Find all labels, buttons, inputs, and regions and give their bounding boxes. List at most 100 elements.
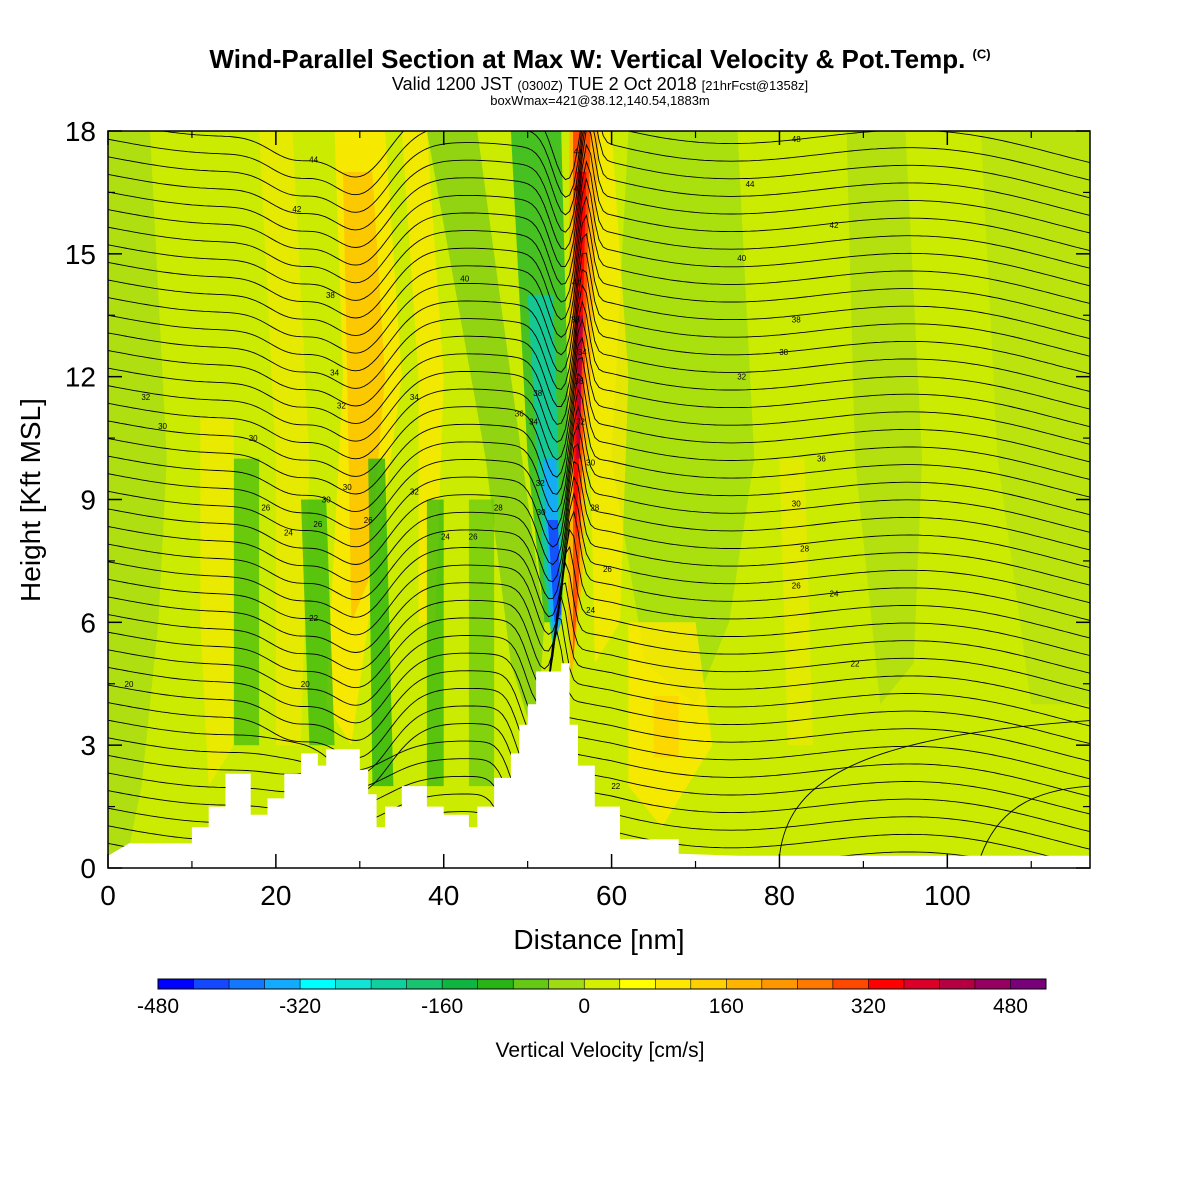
colorbar-swatch <box>264 979 301 989</box>
y-tick-label: 9 <box>80 485 96 516</box>
isentrope-line <box>980 785 1090 856</box>
colorbar-swatch <box>868 979 905 989</box>
terrain-profile <box>108 663 1090 868</box>
x-tick-label: 0 <box>100 880 116 911</box>
colorbar-swatch <box>513 979 550 989</box>
isentrope-line <box>108 177 1090 303</box>
isentrope-line <box>108 423 1090 548</box>
colorbar-swatch <box>797 979 834 989</box>
colorbar-swatch <box>548 979 585 989</box>
colorbar-swatch <box>655 979 692 989</box>
colorbar-swatch <box>761 979 798 989</box>
theta-label: 38 <box>326 291 335 300</box>
theta-label: 40 <box>737 254 746 263</box>
colorbar-tick-label: 0 <box>578 995 590 1018</box>
isentrope-line <box>108 443 1090 566</box>
theta-label: 32 <box>410 487 419 496</box>
isentrope-line <box>108 143 1090 267</box>
colorbar-swatch <box>300 979 337 989</box>
isentrope-line <box>108 630 1090 759</box>
theta-label: 38 <box>792 315 801 324</box>
velocity-band <box>586 131 629 664</box>
x-tick-label: 100 <box>924 880 971 911</box>
isentrope-line <box>108 491 1090 618</box>
isentrope-line <box>108 131 1090 250</box>
x-tick-label: 40 <box>428 880 459 911</box>
theta-label: 26 <box>364 516 373 525</box>
valid-prefix: Valid 1200 JST <box>391 74 513 94</box>
velocity-field <box>108 131 1090 868</box>
velocity-band <box>200 417 234 787</box>
isentrope-line <box>108 705 1090 776</box>
theta-label: 30 <box>158 422 167 431</box>
colorbar-frame <box>157 978 1047 990</box>
theta-contour-labels: 44 42 38 34 32 30 30 26 40 36 34 32 30 26 30 32 26 24 24 26… <box>125 135 860 791</box>
isentrope-line <box>108 545 1090 671</box>
x-axis-label: Distance [nm] <box>513 924 684 955</box>
theta-label: 34 <box>330 369 339 378</box>
isentrope-line <box>108 283 1090 407</box>
theta-label: 30 <box>586 459 595 468</box>
theta-label: 28 <box>590 504 599 513</box>
y-tick-label: 18 <box>65 116 96 147</box>
colorbar-tick-label: 160 <box>709 995 744 1018</box>
forecast-info: [21hrFcst@1358z] <box>701 78 809 93</box>
theta-label: 32 <box>141 393 150 402</box>
velocity-band <box>343 171 385 623</box>
colorbar-swatch <box>903 979 940 989</box>
theta-label: 24 <box>586 606 595 615</box>
colorbar-swatch <box>158 979 194 989</box>
isentrope-line <box>108 356 1090 478</box>
isentrope-line <box>108 233 1090 356</box>
isentrope-line <box>108 758 1090 825</box>
theta-label: 40 <box>572 278 581 287</box>
isentrope-line <box>108 160 1090 285</box>
isentrope-line <box>108 528 1090 653</box>
velocity-band <box>233 458 260 746</box>
theta-label: 26 <box>313 520 322 529</box>
isentrope-line <box>108 595 1090 724</box>
y-tick-label: 15 <box>65 239 96 270</box>
velocity-band <box>108 131 167 868</box>
box-wmax-subtitle: boxWmax=421@38.12,140.54,1883m <box>490 93 710 108</box>
colorbar-swatch <box>442 979 479 989</box>
theta-label: 32 <box>337 401 346 410</box>
theta-label: 28 <box>494 504 503 513</box>
isentrope-line <box>108 373 1090 495</box>
theta-label: 30 <box>322 496 331 505</box>
terrain-mask <box>108 663 1090 868</box>
isentrope-line <box>159 131 1090 181</box>
colorbar-swatch <box>193 979 230 989</box>
theta-label: 30 <box>343 483 352 492</box>
colorbar-label: Vertical Velocity [cm/s] <box>496 1039 705 1062</box>
theta-label: 36 <box>515 410 524 419</box>
theta-label: 38 <box>571 315 580 324</box>
theta-label: 26 <box>469 532 478 541</box>
colorbar-tick-label: -320 <box>279 995 321 1018</box>
theta-label: 20 <box>301 680 310 689</box>
colorbar-swatch <box>584 979 621 989</box>
colorbar-swatch <box>690 979 727 989</box>
y-tick-label: 0 <box>80 853 96 884</box>
theta-label: 42 <box>830 221 839 230</box>
isentrope-line <box>108 404 1090 530</box>
theta-label: 34 <box>578 348 587 357</box>
isentrope-line <box>108 268 1090 391</box>
theta-label: 38 <box>533 389 542 398</box>
isentrope-line <box>108 131 1090 216</box>
isentrope-line <box>108 740 1090 807</box>
isentrope-line <box>108 388 1090 513</box>
theta-label: 22 <box>611 782 620 791</box>
theta-label: 32 <box>737 373 746 382</box>
theta-label: 40 <box>460 274 469 283</box>
colorbar-tick-label: 320 <box>851 995 886 1018</box>
theta-label: 32 <box>536 479 545 488</box>
x-tick-label: 80 <box>764 880 795 911</box>
theta-label: 30 <box>792 500 801 509</box>
colorbar-swatch <box>939 979 976 989</box>
colorbar: -480 -320 -160 0 160 320 480 <box>137 978 1047 1018</box>
isentrope-line <box>108 300 1090 425</box>
velocity-band <box>401 131 444 623</box>
